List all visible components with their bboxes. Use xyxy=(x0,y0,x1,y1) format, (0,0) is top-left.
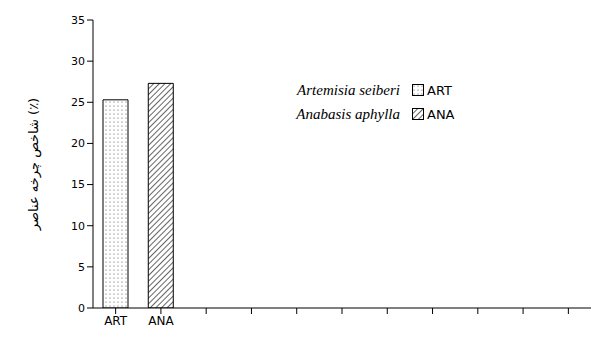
svg-text:25: 25 xyxy=(71,96,85,109)
html-text:ANA: ANA xyxy=(427,106,455,122)
svg-text:20: 20 xyxy=(71,137,85,150)
svg-text:شاخص چرخه عناصر (٪): شاخص چرخه عناصر (٪) xyxy=(26,98,42,231)
svg-text:10: 10 xyxy=(71,220,85,233)
svg-text:0: 0 xyxy=(78,302,85,315)
html-text:ART: ART xyxy=(427,82,452,98)
svg-text:35: 35 xyxy=(71,14,85,27)
svg-text:5: 5 xyxy=(78,261,85,274)
svg-text:15: 15 xyxy=(71,178,85,191)
html-text:Artemisia seiberi: Artemisia seiberi xyxy=(297,81,400,98)
svg-text:ANA: ANA xyxy=(148,314,174,328)
html-text:Anabasis aphylla: Anabasis aphylla xyxy=(296,105,400,122)
svg-text:30: 30 xyxy=(71,55,85,68)
svg-text:ART: ART xyxy=(104,314,128,328)
